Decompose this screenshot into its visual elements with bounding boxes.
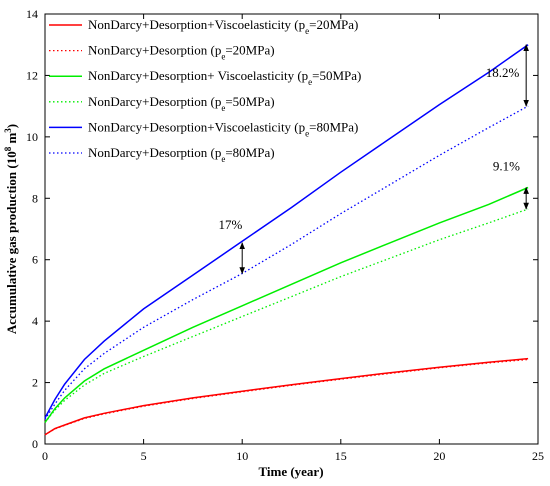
y-tick-label: 14 <box>26 7 38 21</box>
annotation-layer: 17% 9.1% 18.2% <box>218 44 529 275</box>
y-tick-label: 6 <box>32 253 38 267</box>
x-axis-title: Time (year) <box>258 464 323 479</box>
y-tick-label: 0 <box>32 437 38 451</box>
legend: NonDarcy+Desorption+Viscoelasticity (pe=… <box>49 17 361 164</box>
annotation-label-1: 17% <box>218 217 242 232</box>
x-tick-label: 10 <box>236 449 248 463</box>
annotation-label-2: 9.1% <box>493 159 520 174</box>
legend-label-1: NonDarcy+Desorption+Viscoelasticity (pe=… <box>88 17 358 36</box>
x-tick-label: 5 <box>141 449 147 463</box>
y-axis-title-unit-exponent: 3 <box>3 128 13 133</box>
x-tick-label: 25 <box>532 449 544 463</box>
series-line-3 <box>44 186 529 423</box>
series-line-6 <box>44 105 529 420</box>
x-axis-ticks: 0 5 10 15 20 25 <box>42 14 544 463</box>
y-tick-label: 12 <box>26 68 38 82</box>
x-tick-label: 0 <box>42 449 48 463</box>
series-layer <box>44 44 529 436</box>
y-tick-label: 2 <box>32 376 38 390</box>
y-tick-label: 10 <box>26 130 38 144</box>
plot-area <box>44 13 539 445</box>
legend-label-3: NonDarcy+Desorption+ Viscoelasticity (pe… <box>88 68 361 87</box>
legend-label-6: NonDarcy+Desorption (pe=80MPa) <box>88 145 275 164</box>
y-axis-ticks: 0 2 4 6 8 10 12 14 <box>26 7 538 451</box>
annotation-label-3: 18.2% <box>486 65 520 80</box>
y-tick-label: 4 <box>32 314 38 328</box>
x-tick-label: 20 <box>433 449 445 463</box>
x-tick-label: 15 <box>335 449 347 463</box>
legend-label-2: NonDarcy+Desorption (pe=20MPa) <box>88 43 275 62</box>
y-axis-title-exponent: 8 <box>3 146 13 151</box>
series-line-2 <box>44 358 529 436</box>
y-axis-title: Accumulative gas production (108 m3) <box>3 124 19 334</box>
legend-label-5: NonDarcy+Desorption+Viscoelasticity (pe=… <box>88 119 358 138</box>
series-line-5 <box>44 44 529 419</box>
legend-label-4: NonDarcy+Desorption (pe=50MPa) <box>88 94 275 113</box>
y-tick-label: 8 <box>32 191 38 205</box>
series-line-4 <box>44 208 529 423</box>
